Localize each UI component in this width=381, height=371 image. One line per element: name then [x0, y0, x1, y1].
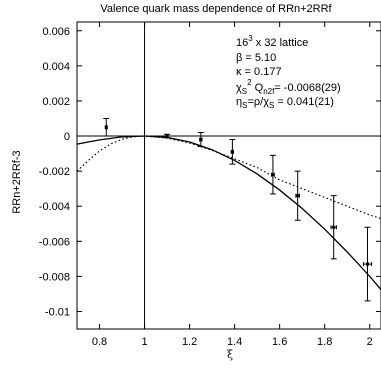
- x-tick-label: 1.4: [227, 336, 242, 348]
- eta-result: = 0.041(21): [274, 96, 334, 108]
- y-tick-label: -0.002: [39, 166, 70, 178]
- data-point: [330, 195, 337, 260]
- x-tick-label: 1.8: [317, 336, 332, 348]
- data-point: [269, 154, 276, 195]
- data-point: [103, 117, 110, 137]
- chi-superscript: 2: [247, 78, 252, 87]
- data-point: [197, 132, 204, 148]
- lattice-size: 16: [236, 37, 248, 49]
- eta-ratio-subscript: S: [269, 101, 274, 110]
- lattice-line: 163 x 32 lattice: [236, 34, 308, 49]
- x-tick-label: 0.8: [92, 336, 107, 348]
- beta-line: β = 5.10: [236, 52, 276, 64]
- y-tick-label: -0.004: [39, 201, 70, 213]
- x-tick-label: 2: [367, 336, 373, 348]
- x-axis-ticks: 0.8 1 1.2 1.4 1.6 1.8 2: [92, 22, 373, 348]
- plot-frame: [76, 21, 381, 330]
- point-marker: [365, 262, 369, 266]
- eta-subscript: S: [242, 101, 247, 110]
- x-axis-label: ξ: [227, 348, 233, 361]
- point-marker: [332, 225, 336, 229]
- y-tick-label: 0: [64, 131, 70, 143]
- x-tick-label: 1.6: [272, 336, 287, 348]
- y-tick-label: -0.006: [39, 236, 70, 248]
- point-marker: [271, 173, 275, 177]
- chi-q-line: χS2 Qn2f= -0.0068(29): [236, 78, 341, 96]
- eta-symbol: η: [236, 96, 242, 108]
- y-axis-label: RRn+2RRf-3: [11, 150, 23, 213]
- kappa-line: κ = 0.177: [236, 66, 282, 78]
- y-tick-label: 0.002: [42, 96, 70, 108]
- q-symbol: Q: [252, 82, 264, 94]
- data-points: [103, 117, 373, 302]
- parameter-annotation: 163 x 32 lattice β = 5.10 κ = 0.177 χS2 …: [236, 34, 341, 110]
- point-marker: [104, 125, 108, 129]
- y-tick-label: 0.006: [42, 26, 70, 38]
- solid-fit-curve: [76, 135, 381, 290]
- point-marker: [296, 194, 300, 198]
- point-marker: [230, 150, 234, 154]
- x-tick-label: 1.2: [182, 336, 197, 348]
- q-value: = -0.0068(29): [274, 82, 340, 94]
- eta-line: ηS=ρ/χS = 0.041(21): [236, 96, 334, 110]
- data-point: [362, 226, 373, 302]
- chart-title: Valence quark mass dependence of RRn+2RR…: [100, 3, 332, 15]
- y-tick-label: 0.004: [42, 61, 70, 73]
- dotted-fit-curve: [76, 135, 381, 220]
- y-tick-label: -0.01: [45, 306, 70, 318]
- plot-area: 0.006 0.004 0.002 0 -0.002 -0.004 -0.006 -0.008…: [39, 21, 381, 348]
- data-point: [164, 133, 171, 139]
- lattice-exponent: 3: [248, 34, 253, 43]
- eta-ratio: =ρ/χ: [247, 96, 269, 108]
- point-marker: [199, 138, 203, 142]
- data-point: [229, 139, 236, 165]
- q-subscript: n2f: [263, 87, 275, 96]
- lattice-rest: x 32 lattice: [253, 37, 309, 49]
- y-tick-label: -0.008: [39, 271, 70, 283]
- y-axis-ticks: 0.006 0.004 0.002 0 -0.002 -0.004 -0.006 -0.008…: [39, 26, 381, 318]
- reference-lines: [77, 22, 381, 329]
- x-tick-label: 1: [141, 336, 147, 348]
- chi-subscript: S: [242, 87, 247, 96]
- chi-symbol: χ: [236, 82, 242, 94]
- data-point: [294, 170, 301, 221]
- point-marker: [165, 134, 169, 138]
- fit-curves: [76, 135, 381, 290]
